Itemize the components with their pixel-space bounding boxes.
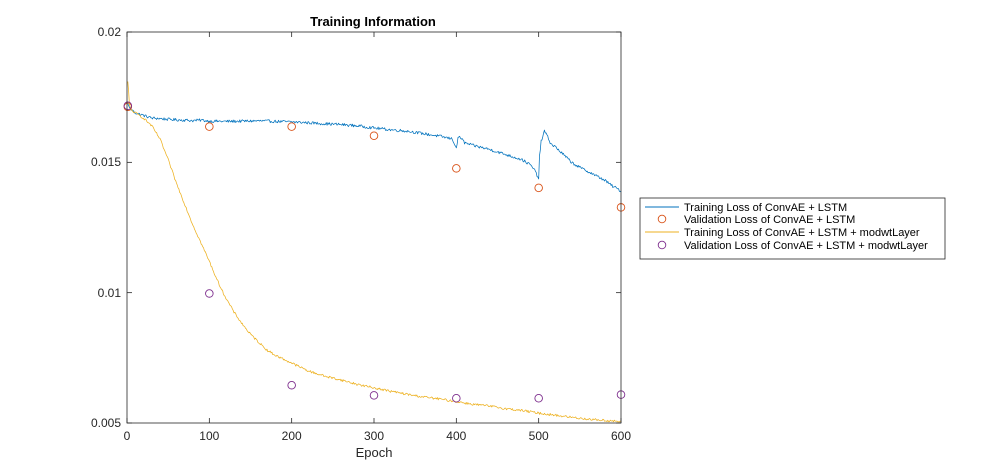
legend-box <box>639 197 946 260</box>
legend-label-validation-convae-lstm: Validation Loss of ConvAE + LSTM <box>684 214 855 226</box>
series-3-marker-4 <box>452 393 461 403</box>
chart-title: Training Information <box>310 14 436 29</box>
x-tick-label: 0 <box>124 429 131 443</box>
x-tick-label: 400 <box>446 429 466 443</box>
legend-swatch-validation-modwt <box>657 240 667 250</box>
x-tick-label: 200 <box>282 429 302 443</box>
series-1-marker-2 <box>287 122 296 131</box>
series-1-marker-1 <box>205 122 214 131</box>
x-tick-label: 300 <box>364 429 384 443</box>
x-axis-label: Epoch <box>356 445 393 460</box>
series-layer <box>123 81 626 423</box>
plot-area <box>123 31 626 424</box>
series-line-2 <box>127 81 622 423</box>
series-3-marker-0 <box>123 101 133 111</box>
y-tick-label: 0.02 <box>98 25 122 39</box>
x-tick-label: 100 <box>199 429 219 443</box>
y-tick-labels: 0.005 0.01 0.015 0.02 <box>91 25 121 430</box>
series-line-0 <box>127 103 622 193</box>
series-1-marker-5 <box>534 183 543 193</box>
series-3-marker-1 <box>205 289 214 298</box>
legend-label-validation-modwt: Validation Loss of ConvAE + LSTM + modwt… <box>684 240 928 252</box>
series-3-marker-3 <box>369 391 379 400</box>
series-1-marker-4 <box>452 164 461 173</box>
legend-label-training-modwt: Training Loss of ConvAE + LSTM + modwtLa… <box>684 227 920 239</box>
x-tick-label: 600 <box>611 429 631 443</box>
series-3-marker-2 <box>287 380 296 390</box>
legend-label-training-convae-lstm: Training Loss of ConvAE + LSTM <box>684 202 847 214</box>
series-1-marker-3 <box>369 131 379 140</box>
axes-background <box>127 32 621 423</box>
x-tick-labels: 0 100 200 300 400 500 600 <box>124 429 632 443</box>
legend-swatch-validation-convae-lstm <box>657 214 667 224</box>
y-tick-label: 0.015 <box>91 155 121 169</box>
x-tick-label: 500 <box>529 429 549 443</box>
y-tick-label: 0.005 <box>91 416 121 430</box>
series-3-marker-5 <box>534 393 543 403</box>
ticks-layer <box>126 31 622 424</box>
y-tick-label: 0.01 <box>98 286 122 300</box>
legend: Training Loss of ConvAE + LSTM Validatio… <box>639 197 946 260</box>
